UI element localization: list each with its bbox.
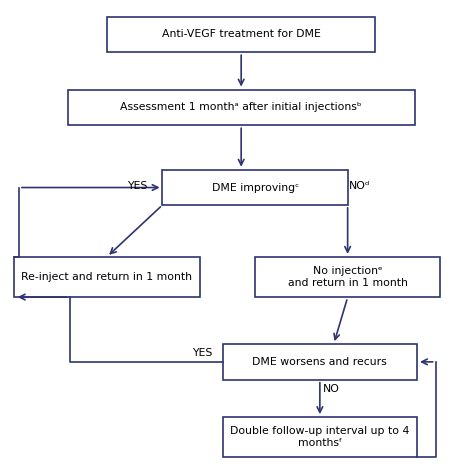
FancyBboxPatch shape [223,344,417,380]
Text: YES: YES [191,348,212,358]
Text: DME improvingᶜ: DME improvingᶜ [211,182,299,192]
Text: NO: NO [323,384,340,394]
Text: Double follow-up interval up to 4
monthsᶠ: Double follow-up interval up to 4 months… [230,427,410,448]
Text: No injectionᵉ
and return in 1 month: No injectionᵉ and return in 1 month [288,266,408,288]
FancyBboxPatch shape [163,170,347,205]
FancyBboxPatch shape [223,417,417,457]
FancyBboxPatch shape [14,257,200,297]
Text: Anti-VEGF treatment for DME: Anti-VEGF treatment for DME [162,29,320,39]
Text: Assessment 1 monthᵃ after initial injectionsᵇ: Assessment 1 monthᵃ after initial inject… [120,102,362,112]
Text: Re-inject and return in 1 month: Re-inject and return in 1 month [21,272,192,282]
Text: YES: YES [127,181,147,191]
FancyBboxPatch shape [255,257,440,297]
FancyBboxPatch shape [68,90,415,125]
Text: NOᵈ: NOᵈ [348,181,370,191]
Text: DME worsens and recurs: DME worsens and recurs [253,357,387,367]
FancyBboxPatch shape [107,17,375,52]
